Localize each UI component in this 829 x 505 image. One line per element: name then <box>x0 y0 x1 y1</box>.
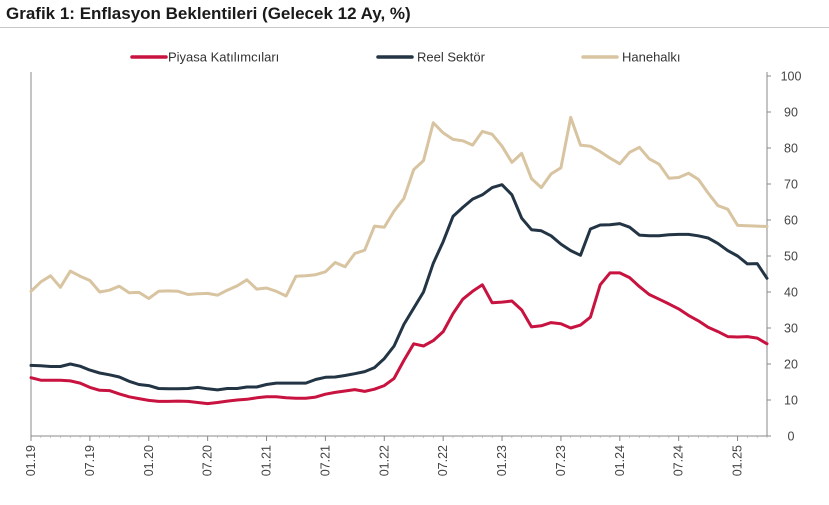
legend-label: Reel Sektör <box>417 50 486 65</box>
y-tick-labels: 0 10 20 30 40 50 60 70 80 90 100 <box>781 70 802 444</box>
y-tick-label: 10 <box>784 394 798 408</box>
y-tick-label: 20 <box>784 358 798 372</box>
x-tick-label: 01.22 <box>377 445 391 476</box>
series-line-1 <box>29 183 769 392</box>
y-tick-label: 70 <box>784 178 798 192</box>
legend: Piyasa Katılımcıları Reel Sektör Hanehalkı <box>130 50 681 65</box>
series-line-0 <box>29 271 769 406</box>
x-tick-label: 07.19 <box>83 445 97 476</box>
y-tick-label: 90 <box>784 106 798 120</box>
x-tick-label: 07.24 <box>672 445 686 476</box>
axes <box>30 72 771 441</box>
x-tick-label: 07.20 <box>201 445 215 476</box>
x-tick-label: 01.25 <box>731 445 745 476</box>
legend-label: Hanehalkı <box>622 50 681 65</box>
y-tick-label: 0 <box>788 430 795 444</box>
series-lines <box>29 115 769 406</box>
x-tick-label: 01.20 <box>142 445 156 476</box>
x-tick-label: 07.23 <box>554 445 568 476</box>
x-tick-label: 01.24 <box>613 445 627 476</box>
x-tick-label: 07.21 <box>318 445 332 476</box>
x-tick-labels: 01.19 07.19 01.20 07.20 01.21 07.21 01.22 07.22… <box>24 445 745 476</box>
x-tick-label: 01.23 <box>495 445 509 476</box>
x-tick-label: 07.22 <box>436 445 450 476</box>
series-line-2 <box>29 115 769 300</box>
y-tick-label: 100 <box>781 70 802 84</box>
x-tick-label: 01.21 <box>260 445 274 476</box>
x-tick-label: 01.19 <box>24 445 38 476</box>
legend-label: Piyasa Katılımcıları <box>168 50 279 65</box>
y-tick-label: 40 <box>784 286 798 300</box>
y-tick-label: 30 <box>784 322 798 336</box>
y-tick-label: 60 <box>784 214 798 228</box>
chart-title: Grafik 1: Enflasyon Beklentileri (Gelece… <box>6 4 411 23</box>
y-tick-label: 80 <box>784 142 798 156</box>
title-divider <box>0 27 829 28</box>
y-tick-label: 50 <box>784 250 798 264</box>
